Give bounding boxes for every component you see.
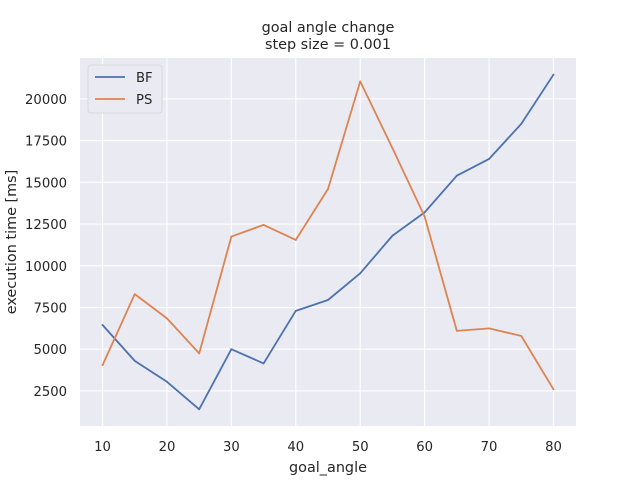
y-tick-label: 20000 — [25, 93, 67, 108]
y-tick-labels: 2500 5000 7500 10000 12500 15000 17500 20000 — [25, 93, 67, 400]
data-point-ps — [488, 327, 490, 330]
data-point-bf — [294, 309, 297, 312]
data-point-bf — [455, 174, 458, 177]
data-point-ps — [166, 317, 168, 320]
x-axis-label: goal_angle — [289, 460, 367, 476]
data-point-bf — [262, 362, 265, 365]
y-tick-label: 7500 — [33, 302, 67, 317]
y-axis-label: execution time [ms] — [4, 170, 20, 315]
data-point-ps — [198, 352, 201, 355]
data-point-bf — [133, 360, 136, 362]
x-tick-label: 10 — [94, 440, 111, 455]
data-point-bf — [391, 234, 394, 237]
x-tick-label: 20 — [159, 440, 176, 455]
x-tick-label: 60 — [416, 440, 433, 455]
chart-title-line-1: goal angle change — [262, 20, 395, 36]
x-tick-label: 50 — [352, 440, 369, 455]
data-point-ps — [133, 293, 136, 296]
x-tick-label: 70 — [481, 440, 498, 455]
data-point-bf — [488, 158, 490, 160]
data-point-ps — [230, 235, 233, 238]
data-point-ps — [101, 364, 104, 366]
y-tick-label: 17500 — [25, 135, 67, 150]
y-tick-label: 2500 — [33, 385, 67, 400]
series-layer — [101, 73, 555, 411]
data-point-ps — [455, 329, 458, 332]
data-point-bf — [359, 272, 362, 275]
y-tick-label: 15000 — [25, 176, 67, 191]
y-tick-label: 12500 — [25, 218, 67, 233]
data-point-ps — [294, 239, 297, 241]
data-point-bf — [520, 123, 523, 125]
data-point-ps — [262, 223, 265, 226]
x-gridlines — [101, 58, 555, 426]
y-tick-label: 10000 — [25, 260, 67, 275]
plot-area — [80, 58, 576, 426]
data-point-ps — [520, 334, 523, 337]
legend-label-ps: PS — [136, 93, 152, 108]
data-point-bf — [101, 324, 104, 326]
x-tick-label: 80 — [545, 440, 562, 455]
data-point-ps — [552, 388, 555, 391]
x-tick-label: 40 — [287, 440, 304, 455]
data-point-ps — [359, 80, 362, 83]
data-point-ps — [423, 215, 426, 218]
y-gridlines — [80, 98, 576, 392]
data-point-bf — [230, 348, 233, 351]
data-point-bf — [423, 211, 426, 214]
data-point-bf — [198, 408, 201, 411]
chart-title-line-2: step size = 0.001 — [265, 37, 391, 53]
legend-label-bf: BF — [136, 71, 153, 86]
data-point-bf — [166, 380, 168, 383]
x-tick-label: 30 — [223, 440, 240, 455]
data-point-bf — [327, 299, 329, 301]
data-point-bf — [552, 73, 555, 76]
data-point-ps — [327, 188, 329, 190]
legend: BF PS — [87, 64, 163, 114]
x-tick-labels: 10 20 30 40 50 60 70 80 — [94, 440, 562, 455]
y-tick-label: 5000 — [33, 343, 67, 358]
data-point-ps — [391, 147, 394, 150]
